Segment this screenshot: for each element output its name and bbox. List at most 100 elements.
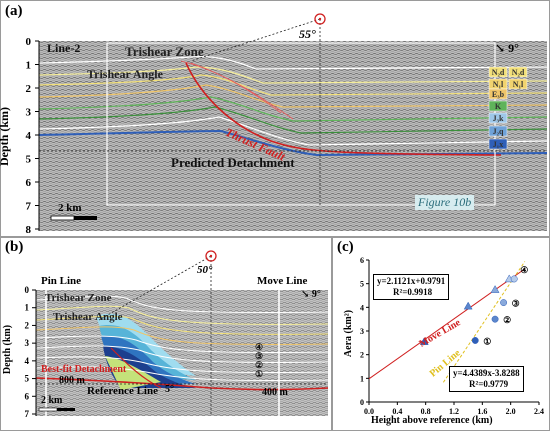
horizon-tag-box-right xyxy=(508,78,528,90)
scale-bar-black-b xyxy=(57,408,75,411)
x-tick-label: 1.6 xyxy=(477,407,487,416)
point-label: ③ xyxy=(512,299,520,309)
scale-bar-white-b xyxy=(38,407,58,412)
right-offset-label: 400 m xyxy=(262,387,288,398)
dip-label-b: ↘ 9° xyxy=(301,289,321,300)
depth-tick-label: 0 xyxy=(26,36,32,48)
figure-10b-box xyxy=(106,42,496,206)
apex-circle xyxy=(314,13,326,25)
x-tick-label: 0.4 xyxy=(392,407,402,416)
depth-tick-label: 7 xyxy=(26,201,32,213)
left-offset-label: 800 m xyxy=(59,375,85,386)
move-line-point xyxy=(463,301,473,310)
x-tick-label: 0.8 xyxy=(421,407,431,416)
trishear-dotted-line-b xyxy=(98,255,212,321)
horizon-tag: J₂q xyxy=(493,127,504,136)
depth-tick-label: 6 xyxy=(26,177,32,189)
scale-bar-white xyxy=(50,215,75,221)
apex-circle-b xyxy=(205,250,217,262)
thrust-fault-line xyxy=(185,62,502,156)
layer-number: ④ xyxy=(255,342,263,352)
panel-a-label: (a) xyxy=(5,3,23,19)
y-tick-label: 2 xyxy=(360,351,364,360)
y-tick-label: 6 xyxy=(360,256,364,265)
horizon-tag-box xyxy=(488,66,508,78)
scale-label: 2 km xyxy=(58,202,82,214)
horizon-tag: J₃k xyxy=(493,114,504,123)
angle-label-b: 50° xyxy=(197,264,213,276)
horizon-tag: J₁x xyxy=(493,140,503,149)
y-tick-label: 1 xyxy=(360,374,364,383)
depth-tick-label: 1 xyxy=(26,60,32,72)
dip-value: 9° xyxy=(508,41,519,55)
layer-number: ③ xyxy=(255,351,263,361)
apex-dot xyxy=(318,17,322,21)
reference-line-label: Reference Line xyxy=(87,385,158,397)
pin-line-point xyxy=(491,315,499,323)
depth-tick-label: 3 xyxy=(26,107,32,119)
dip-label: ↘ 9° xyxy=(495,41,519,56)
x-tick-label: 2.0 xyxy=(506,407,516,416)
chart-xlabel: Height above reference (km) xyxy=(371,415,493,426)
pin-fit-box: y=4.4389x-3.8288 R²=0.9779 xyxy=(449,366,524,392)
chart-ylabel: Aera (km²) xyxy=(343,309,355,358)
horizon-tag-right: N₁l xyxy=(513,80,524,89)
horizon-tag-box xyxy=(488,138,508,150)
predicted-detachment-label: Predicted Detachment xyxy=(171,155,295,170)
depth-tick-label: 5 xyxy=(26,154,32,166)
depth-axis-title-b: Depth (km) xyxy=(2,324,14,375)
y-tick-label: 0 xyxy=(360,398,364,407)
horizon-tag-box-right xyxy=(508,66,528,78)
dip-arrow-icon-b: ↘ xyxy=(301,289,310,300)
scale-bar-black xyxy=(74,216,97,220)
depth-tick-label-b: 3 xyxy=(25,338,30,348)
y-tick-label: 5 xyxy=(360,280,364,289)
horizon-tag: E₃b xyxy=(492,90,505,99)
trishear-zone-label: Trishear Zone xyxy=(125,44,204,59)
point-label: ④ xyxy=(520,265,528,275)
depth-tick-label: 8 xyxy=(26,224,32,236)
point-label: ② xyxy=(503,315,511,325)
move-fit-r2: R²=0.9918 xyxy=(393,287,433,297)
pin-line-point xyxy=(471,337,479,344)
x-tick-label: 0.0 xyxy=(364,407,374,416)
move-line-point xyxy=(419,337,429,345)
x-tick-label: 1.2 xyxy=(449,407,459,416)
depth-axis: 0 1 2 3 4 5 6 7 8 xyxy=(26,36,40,236)
best-fit-detachment-label: Best-fit Detachment xyxy=(41,364,127,375)
small-angle-label: 5° xyxy=(165,384,174,395)
y-tick-label: 4 xyxy=(360,303,364,312)
move-fit-equation: y=2.1121x+0.9791 xyxy=(377,276,446,286)
pin-fit-r2: R²=0.9779 xyxy=(469,379,509,389)
depth-tick-label-b: 0 xyxy=(25,285,30,295)
horizon-lines-b xyxy=(35,295,329,382)
depth-axis-title: Depth (km) xyxy=(0,107,11,166)
best-fit-detachment-line xyxy=(35,377,329,391)
horizon-tag-right: N₂d xyxy=(512,68,525,77)
layer-number: ① xyxy=(255,369,263,379)
panel-b-label: (b) xyxy=(5,239,24,255)
panel-c-label: (c) xyxy=(337,239,354,255)
depth-tick-label: 4 xyxy=(26,130,32,142)
horizon-tag: N₂d xyxy=(492,68,505,77)
depth-tick-label-b: 2 xyxy=(25,320,30,330)
figure-ref-label: Figure 10b xyxy=(415,195,475,210)
pin-line-label: Pin Line xyxy=(41,275,82,287)
layer-number: ② xyxy=(255,360,263,370)
horizon-tag-box xyxy=(488,88,508,100)
move-line-point xyxy=(490,285,500,293)
x-tick-label: 2.4 xyxy=(534,407,544,416)
trishear-angle-label: Trishear Angle xyxy=(87,67,163,81)
depth-tick-label: 2 xyxy=(26,83,32,95)
dip-arrow-icon: ↘ xyxy=(495,41,506,55)
move-line-label: Move Line xyxy=(257,275,308,287)
scale-label-b: 2 km xyxy=(41,395,63,406)
scatter-chart: 0.0 0.4 0.8 1.2 1.6 2.0 2.4 0 1 2 3 4 5 6 ① ②③ ④ xyxy=(360,256,544,416)
trishear-angle-label-b: Trishear Angle xyxy=(53,311,123,323)
pin-fit-equation: y=4.4389x-3.8288 xyxy=(453,368,520,378)
